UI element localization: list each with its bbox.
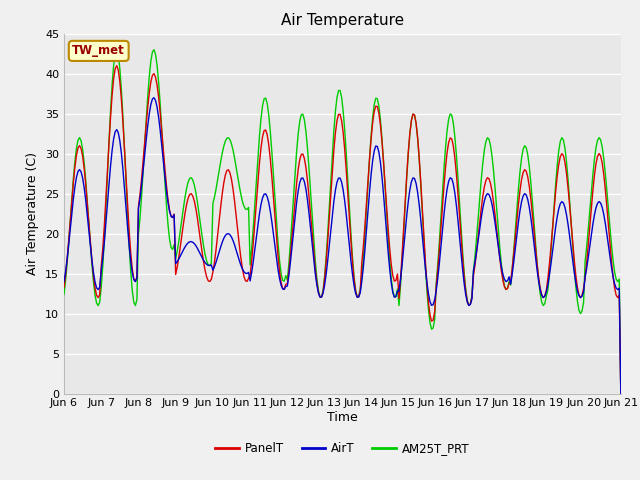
AirT [129,270,136,276]
PanelT [617,391,625,396]
Text: TW_met: TW_met [72,44,125,58]
AirT [150,95,158,100]
Y-axis label: Air Temperature (C): Air Temperature (C) [26,152,40,275]
AirT [588,232,595,238]
AirT [617,391,625,396]
PanelT [60,285,68,290]
AM25T_PRT [588,189,595,195]
Legend: PanelT, AirT, AM25T_PRT: PanelT, AirT, AM25T_PRT [211,437,474,460]
X-axis label: Time: Time [327,411,358,424]
Line: PanelT: PanelT [64,66,621,394]
AirT [255,211,263,217]
AM25T_PRT [130,300,138,305]
AM25T_PRT [113,47,120,52]
Title: Air Temperature: Air Temperature [281,13,404,28]
AM25T_PRT [255,133,263,139]
PanelT [130,276,138,282]
AM25T_PRT [305,166,313,172]
AirT [246,278,254,284]
AM25T_PRT [60,291,68,297]
AirT [305,211,313,216]
Line: AirT: AirT [64,97,621,394]
PanelT [255,160,263,166]
AirT [60,279,68,285]
PanelT [588,205,595,211]
PanelT [246,272,254,278]
PanelT [228,177,236,182]
AirT [228,234,236,240]
AM25T_PRT [246,262,254,268]
PanelT [113,63,120,69]
AM25T_PRT [617,391,625,396]
Line: AM25T_PRT: AM25T_PRT [64,49,621,394]
AM25T_PRT [228,141,236,147]
PanelT [305,194,313,200]
